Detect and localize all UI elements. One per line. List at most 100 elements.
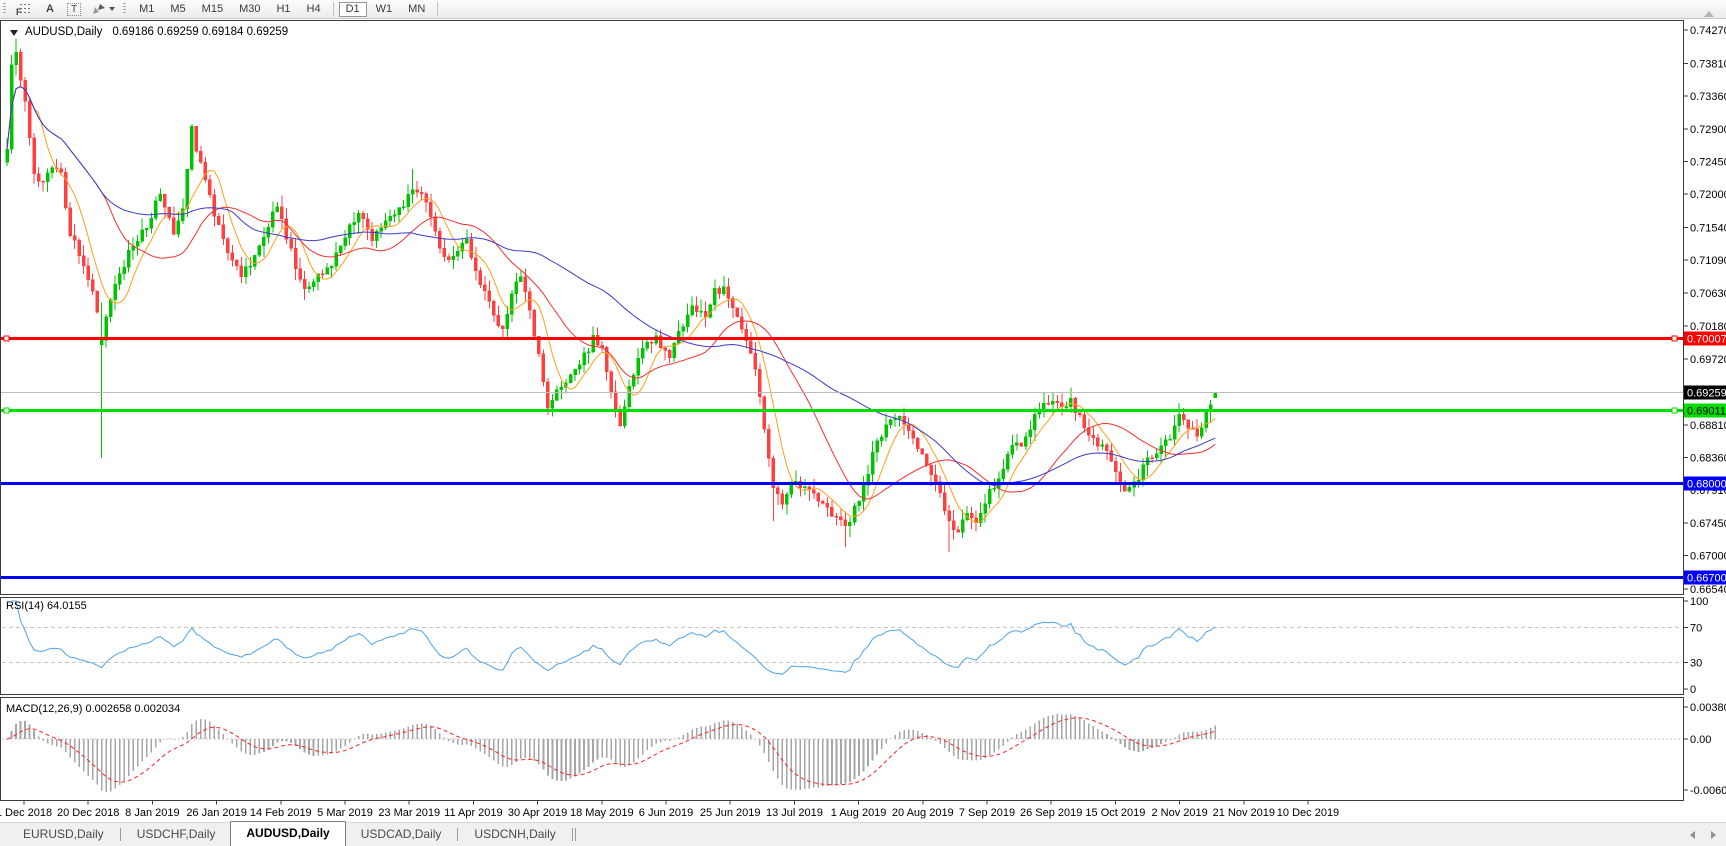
macd-tick-label: 0.003804: [1690, 702, 1726, 714]
timeframe-mn-button[interactable]: MN: [401, 2, 432, 17]
hline-anchor[interactable]: [3, 407, 10, 414]
date-tick-label: 18 May 2019: [570, 807, 634, 819]
price-tag-0.69259[interactable]: 0.69259: [1684, 385, 1726, 400]
toolbar-separator: [437, 2, 439, 16]
svg-text:0.68000: 0.68000: [1687, 478, 1726, 490]
tab-scroll-arrows: [1690, 831, 1716, 839]
text-tool-button[interactable]: A: [40, 1, 60, 17]
timeframe-m5-button[interactable]: M5: [163, 2, 192, 17]
date-tick-label: 7 Sep 2019: [959, 807, 1015, 819]
timeframe-h1-button[interactable]: H1: [269, 2, 297, 17]
price-tag-0.66700[interactable]: 0.66700: [1684, 570, 1726, 585]
chart-title-ohlc: 0.69186 0.69259 0.69184 0.69259: [112, 26, 289, 38]
price-tick-label: 0.74270: [1690, 25, 1726, 37]
date-tick-label: 1 Aug 2019: [831, 807, 887, 819]
price-tag-0.68000[interactable]: 0.68000: [1684, 476, 1726, 491]
rsi-tick-label: 70: [1690, 622, 1702, 634]
macd-layer: 0.003804 0.00 -0.006087: [2, 702, 1726, 797]
arrows-icon: [93, 4, 106, 14]
chart-title-symbol: AUDUSD,Daily: [25, 26, 103, 38]
tab-eurusd[interactable]: EURUSD,Daily: [23, 827, 104, 841]
chart-shift-marker[interactable]: [1704, 11, 1714, 17]
rsi-indicator-label: RSI(14) 64.0155: [6, 600, 87, 612]
date-tick-label: 23 Mar 2019: [378, 807, 440, 819]
rsi-layer: 100 70 30 0: [2, 596, 1708, 696]
label-tool-button[interactable]: T: [64, 1, 84, 17]
arrows-tool-button[interactable]: [88, 1, 118, 17]
tab-scroll-left-icon[interactable]: [1690, 831, 1695, 839]
price-tick-label: 0.72450: [1690, 157, 1726, 169]
price-tick-label: 0.73360: [1690, 91, 1726, 103]
date-tick-label: 13 Jul 2019: [766, 807, 823, 819]
main-chart-panel[interactable]: [0, 20, 1684, 595]
timeframe-group: M1 M5 M15 M30 H1 H4 D1 W1 MN: [131, 1, 442, 17]
price-tick-label: 0.69720: [1690, 354, 1726, 366]
date-tick-label: 5 Mar 2019: [317, 807, 373, 819]
price-tick-label: 0.70630: [1690, 288, 1726, 300]
date-tick-label: 8 Jan 2019: [125, 807, 179, 819]
timeframe-m15-button[interactable]: M15: [195, 2, 230, 17]
timeframe-d1-button[interactable]: D1: [338, 1, 367, 17]
hline-anchor[interactable]: [1671, 335, 1678, 342]
chart-title-caret-icon[interactable]: [10, 29, 18, 36]
fibonacci-icon: F: [16, 4, 32, 16]
chart-title[interactable]: AUDUSD,Daily 0.69186 0.69259 0.69184 0.6…: [8, 26, 288, 38]
tab-separator: [571, 828, 573, 841]
date-tick-label: 21 Nov 2019: [1213, 807, 1275, 819]
tab-usdcnh[interactable]: USDCNH,Daily: [474, 827, 556, 841]
rsi-tick-label: 0: [1690, 684, 1696, 696]
chart-tab-bar: EURUSD,Daily USDCHF,Daily AUDUSD,Daily USDC…: [0, 821, 1726, 846]
date-tick-label: 11 Apr 2019: [444, 807, 503, 819]
price-tick-label: 0.68360: [1690, 452, 1726, 464]
date-tick-label: 30 Apr 2019: [508, 807, 567, 819]
tab-separator: [119, 828, 121, 841]
hline-anchor[interactable]: [1671, 407, 1678, 414]
date-tick-label: 26 Sep 2019: [1020, 807, 1082, 819]
tab-usdchf[interactable]: USDCHF,Daily: [136, 827, 216, 841]
chart-canvas[interactable]: 0.74270 0.73810 0.73360 0.72900 0.72450 0.720…: [0, 19, 1726, 822]
date-tick-label: 14 Feb 2019: [250, 807, 312, 819]
hline-anchor[interactable]: [3, 335, 10, 342]
price-tick-label: 0.67450: [1690, 518, 1726, 530]
ma-fast-line: [6, 86, 1216, 523]
price-tag-0.69011[interactable]: 0.69011: [1684, 403, 1726, 418]
toolbar-grip[interactable]: [3, 3, 6, 15]
price-tick-label: 0.68810: [1690, 420, 1726, 432]
timeframe-h4-button[interactable]: H4: [300, 2, 328, 17]
tab-audusd[interactable]: AUDUSD,Daily: [230, 821, 346, 846]
price-tag-0.70007[interactable]: 0.70007: [1684, 331, 1726, 346]
date-tick-label: 25 Jun 2019: [700, 807, 761, 819]
date-tick-label: 1 Dec 2018: [0, 807, 52, 819]
date-tick-label: 20 Aug 2019: [892, 807, 954, 819]
svg-text:0.69259: 0.69259: [1687, 387, 1726, 399]
rsi-line: [11, 600, 1216, 675]
macd-histogram: [6, 714, 1216, 793]
fibonacci-tool-button[interactable]: F: [13, 1, 36, 17]
price-tick-label: 0.71090: [1690, 255, 1726, 267]
timeframe-w1-button[interactable]: W1: [369, 2, 400, 17]
date-axis[interactable]: 1 Dec 2018 20 Dec 2018 8 Jan 2019 26 Jan 20…: [0, 800, 1339, 820]
rsi-tick-label: 100: [1690, 596, 1708, 608]
arrows-dropdown-caret[interactable]: [109, 7, 116, 11]
timeframe-m1-button[interactable]: M1: [132, 2, 161, 17]
price-axis[interactable]: 0.74270 0.73810 0.73360 0.72900 0.72450 0.720…: [1683, 25, 1726, 596]
tab-usdcad[interactable]: USDCAD,Daily: [360, 827, 442, 841]
date-tick-label: 20 Dec 2018: [57, 807, 119, 819]
toolbar: F A T M1 M5 M15 M30 H1 H4 D1 W1 MN: [0, 0, 1726, 19]
toolbar-grip-2[interactable]: [123, 3, 127, 15]
rsi-panel[interactable]: [0, 597, 1684, 695]
macd-indicator-label: MACD(12,26,9) 0.002658 0.002034: [6, 703, 181, 715]
svg-text:0.69011: 0.69011: [1687, 405, 1726, 417]
price-tick-label: 0.72900: [1690, 124, 1726, 136]
price-tick-label: 0.71540: [1690, 222, 1726, 234]
timeframe-m30-button[interactable]: M30: [232, 2, 267, 17]
price-tick-label: 0.70180: [1690, 321, 1726, 333]
macd-panel[interactable]: [0, 697, 1684, 801]
price-tick-label: 0.72000: [1690, 189, 1726, 201]
toolbar-separator: [332, 2, 334, 16]
price-tick-label: 0.73810: [1690, 58, 1726, 70]
price-tick-label: 0.66540: [1690, 584, 1726, 596]
svg-text:F: F: [16, 7, 22, 16]
tab-scroll-right-icon[interactable]: [1711, 831, 1716, 839]
